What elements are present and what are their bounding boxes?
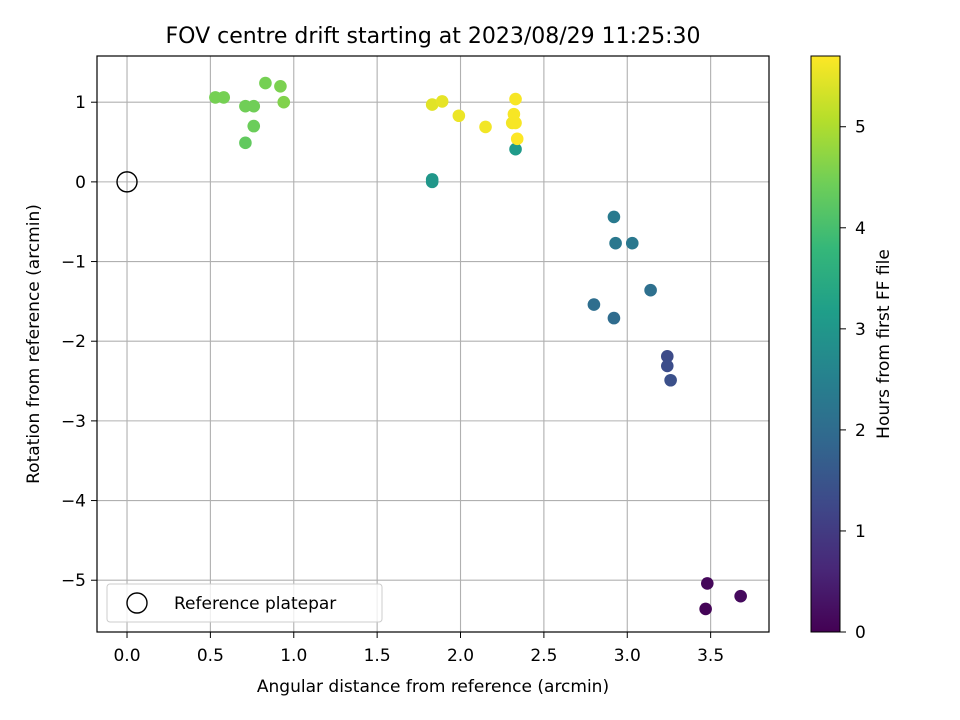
x-axis-label: Angular distance from reference (arcmin): [257, 677, 609, 697]
data-point: [425, 98, 439, 111]
colorbar-tick-label: 4: [855, 219, 866, 239]
y-axis-label: Rotation from reference (arcmin): [24, 204, 44, 484]
x-tick-label: 3.0: [614, 646, 641, 666]
data-point: [644, 283, 657, 297]
x-tick-label: 0.0: [113, 646, 140, 666]
data-point: [425, 175, 439, 189]
x-tick-label: 2.5: [530, 646, 557, 666]
data-point: [435, 95, 449, 108]
data-point: [660, 350, 674, 363]
colorbar-tick-label: 5: [855, 118, 866, 138]
data-point: [625, 236, 639, 250]
data-point: [509, 142, 522, 156]
x-tick-label: 1.0: [280, 646, 307, 666]
data-point: [217, 91, 231, 104]
colorbar-gradient: [810, 55, 841, 633]
data-point: [587, 298, 601, 311]
data-point: [510, 132, 524, 146]
data-point: [509, 92, 522, 106]
y-tick-label: −1: [61, 253, 86, 273]
y-tick-label: −2: [61, 332, 86, 352]
data-point: [607, 311, 621, 325]
colorbar-tick-label: 0: [855, 623, 866, 643]
data-point: [259, 76, 272, 90]
data-point: [664, 373, 677, 387]
data-point: [660, 359, 674, 373]
x-tick-label: 1.5: [364, 646, 391, 666]
chart-title: FOV centre drift starting at 2023/08/29 …: [166, 24, 701, 49]
colorbar-label: Hours from first FF file: [874, 249, 894, 439]
reference-platepar-marker: [116, 171, 138, 193]
data-point: [699, 602, 712, 616]
data-point: [701, 577, 714, 590]
x-tick-label: 0.5: [197, 646, 224, 666]
y-tick-label: 1: [75, 93, 86, 113]
y-tick-label: 0: [75, 173, 86, 193]
y-tick-label: −3: [61, 412, 86, 432]
data-point: [247, 119, 261, 133]
legend-box: [106, 583, 383, 623]
x-axis-ticks: 0.0 0.5 1.0 1.5 2.0 2.5 3.0 3.5: [113, 632, 724, 666]
legend-marker-open-circle-icon: [126, 592, 148, 614]
data-point: [609, 236, 622, 250]
grid-lines: [97, 56, 769, 632]
colorbar-tick-label: 2: [855, 421, 866, 441]
x-tick-label: 2.0: [447, 646, 474, 666]
colorbar: 0 1 2 3 4 5 Hours from first FF file: [810, 55, 894, 643]
data-point: [734, 589, 747, 603]
data-point: [607, 210, 621, 224]
data-point: [247, 99, 261, 113]
plot-area-frame: [96, 55, 770, 633]
data-points: [116, 76, 747, 616]
legend-label: Reference platepar: [174, 594, 336, 614]
colorbar-tick-label: 1: [855, 522, 866, 542]
colorbar-ticks: 0 1 2 3 4 5: [840, 118, 866, 643]
data-point: [479, 120, 492, 134]
data-point: [452, 109, 466, 123]
data-point: [277, 95, 291, 109]
x-tick-label: 3.5: [697, 646, 724, 666]
data-point: [239, 136, 252, 150]
y-axis-ticks: 1 0 −1 −2 −3 −4 −5: [61, 93, 97, 591]
y-tick-label: −4: [61, 492, 86, 512]
legend: Reference platepar: [106, 583, 383, 623]
y-tick-label: −5: [61, 571, 86, 591]
data-point: [509, 116, 522, 130]
colorbar-tick-label: 3: [855, 320, 866, 340]
data-point: [274, 79, 287, 93]
